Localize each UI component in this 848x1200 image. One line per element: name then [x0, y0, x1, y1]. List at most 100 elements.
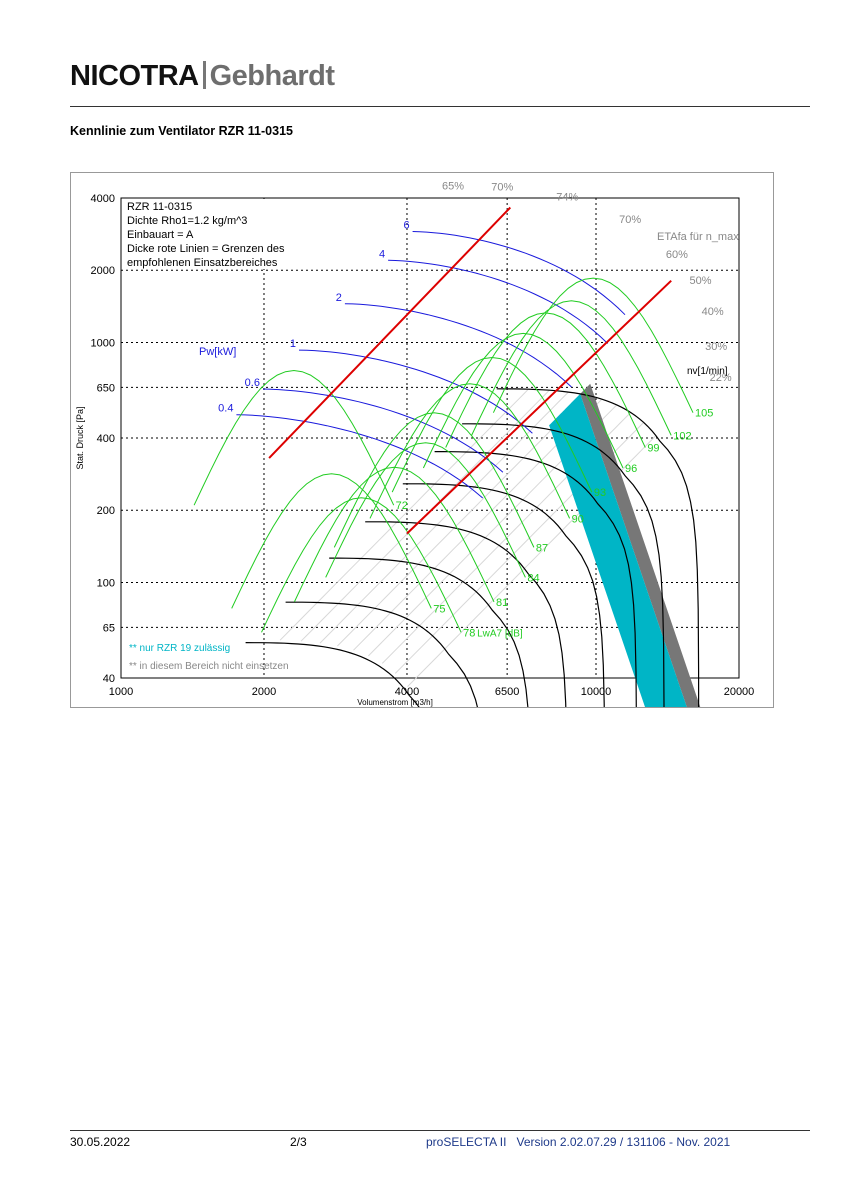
- efficiency-label-3: 70%: [619, 214, 641, 226]
- noise-curve-72: [193, 369, 395, 506]
- efficiency-label-8: 22%: [710, 372, 732, 384]
- speed-curve-2100: [329, 557, 529, 707]
- speed-curve-4000: [462, 423, 665, 707]
- efficiency-label-0: 65%: [442, 180, 464, 192]
- noise-curve-105: [492, 277, 694, 413]
- logo-separator: [202, 61, 206, 89]
- note-0: ** nur RZR 19 zulässig: [129, 643, 230, 654]
- fan-curve-svg: 1000 2000 4000 6500 10000 20000 40 65 100 200 400 6…: [75, 180, 755, 707]
- y-tick-label-100: 100: [97, 577, 115, 589]
- efficiency-ray-8: [407, 435, 657, 687]
- noise-label-102: 102: [673, 430, 691, 442]
- noise-label-84: 84: [527, 572, 539, 584]
- noise-label-90: 90: [572, 513, 584, 525]
- efficiency-label-5: 50%: [690, 275, 712, 287]
- x-tick-label-1000: 1000: [109, 686, 133, 698]
- nicotra-gebhardt-logo: NICOTRA Gebhardt: [70, 58, 335, 94]
- efficiency-label-1: 70%: [491, 181, 513, 193]
- y-tick-label-2000: 2000: [91, 265, 115, 277]
- efficiency-ray-7: [394, 422, 645, 674]
- power-axis-label: Pw[kW]: [199, 346, 236, 358]
- power-curve-4: [388, 259, 609, 344]
- y-tick-label-400: 400: [97, 433, 115, 445]
- x-tick-label-20000: 20000: [724, 686, 755, 698]
- power-label-2: 2: [336, 292, 342, 304]
- power-curve-0-4: [236, 414, 484, 499]
- noise-axis-label: LwA7 [dB]: [477, 628, 523, 639]
- info-line-0: RZR 11-0315: [127, 201, 192, 213]
- info-block-background: [122, 199, 302, 269]
- footer-divider: [70, 1130, 810, 1131]
- speed-curve-3000: [402, 483, 605, 707]
- noise-label-99: 99: [647, 443, 659, 455]
- note-1: ** in diesem Bereich nicht einsetzen: [129, 661, 289, 672]
- noise-label-78: 78: [463, 627, 475, 639]
- footer-page-number: 2/3: [290, 1135, 307, 1149]
- not-recommended-region: [580, 383, 701, 707]
- power-label-6: 6: [403, 220, 409, 232]
- speed-curve-4730: [496, 388, 700, 707]
- y-tick-label-40: 40: [103, 673, 115, 685]
- efficiency-label-6: 40%: [702, 306, 724, 318]
- x-tick-label-2000: 2000: [252, 686, 276, 698]
- efficiency-label-2: 74%: [556, 192, 578, 204]
- noise-label-75: 75: [433, 603, 445, 615]
- noise-curve-84: [325, 442, 526, 578]
- y-tick-label-650: 650: [97, 382, 115, 394]
- eta-axis-label: ETAfa für n_max: [657, 231, 739, 243]
- page-title: Kennlinie zum Ventilator RZR 11-0315: [70, 124, 293, 138]
- noise-curve-99: [445, 312, 646, 448]
- efficiency-label-4: 60%: [666, 249, 688, 261]
- speed-curve-1400: [245, 642, 420, 707]
- power-curve-6: [412, 231, 626, 316]
- footer-version: proSELECTA II Version 2.02.07.29 / 13110…: [426, 1135, 731, 1149]
- noise-curve-75: [231, 473, 432, 609]
- fan-curve-chart: 1000 2000 4000 6500 10000 20000 40 65 100 200 400 6…: [70, 172, 774, 708]
- y-tick-label-4000: 4000: [91, 193, 115, 205]
- noise-curve-87: [333, 412, 535, 548]
- power-label-1: 1: [290, 338, 296, 350]
- upper-flow-limit: [406, 279, 672, 535]
- noise-curve-78: [261, 497, 462, 633]
- noise-curve-90: [369, 383, 571, 519]
- y-axis-title: Stat. Druck [Pa]: [75, 406, 85, 469]
- noise-label-87: 87: [536, 542, 548, 554]
- efficiency-ray-0: [279, 388, 529, 641]
- efficiency-label-7: 30%: [705, 341, 727, 353]
- power-label-4: 4: [379, 248, 385, 260]
- footer-date: 30.05.2022: [70, 1135, 131, 1149]
- x-tick-label-6500: 6500: [495, 686, 519, 698]
- power-label-0-6: 0.6: [245, 377, 260, 389]
- logo-part-nicotra: NICOTRA: [70, 60, 199, 92]
- header-divider: [70, 106, 810, 107]
- speed-curve-2500: [365, 521, 567, 707]
- power-curve-0-6: [262, 388, 504, 473]
- noise-curve-81: [293, 466, 495, 603]
- info-line-2: Einbauart = A: [127, 229, 194, 241]
- noise-label-96: 96: [625, 463, 637, 475]
- noise-label-93: 93: [594, 487, 606, 499]
- info-line-1: Dichte Rho1=1.2 kg/m^3: [127, 215, 247, 227]
- power-curve-1: [298, 349, 533, 434]
- noise-label-81: 81: [496, 597, 508, 609]
- info-line-3: Dicke rote Linien = Grenzen des: [127, 243, 285, 255]
- y-tick-label-200: 200: [97, 505, 115, 517]
- speed-axis-label: nv[1/min]: [687, 366, 728, 377]
- y-tick-label-1000: 1000: [91, 337, 115, 349]
- noise-label-72: 72: [396, 500, 408, 512]
- power-curve-2: [344, 303, 572, 388]
- lower-flow-limit: [268, 206, 512, 459]
- noise-label-105: 105: [695, 408, 713, 420]
- efficiency-ray-2: [319, 391, 569, 644]
- noise-curve-102: [471, 300, 672, 436]
- x-tick-label-10000: 10000: [581, 686, 612, 698]
- rzr19-only-region: [549, 393, 687, 707]
- x-axis-title: Volumenstrom [m3/h]: [357, 698, 433, 707]
- logo-part-gebhardt: Gebhardt: [209, 60, 335, 92]
- info-line-4: empfohlenen Einsatzbereiches: [127, 257, 278, 269]
- speed-curve-1700: [285, 601, 479, 707]
- noise-curve-96: [422, 332, 624, 469]
- speed-curve-3500: [434, 451, 637, 707]
- y-tick-label-65: 65: [103, 622, 115, 634]
- power-label-0-4: 0.4: [218, 403, 233, 415]
